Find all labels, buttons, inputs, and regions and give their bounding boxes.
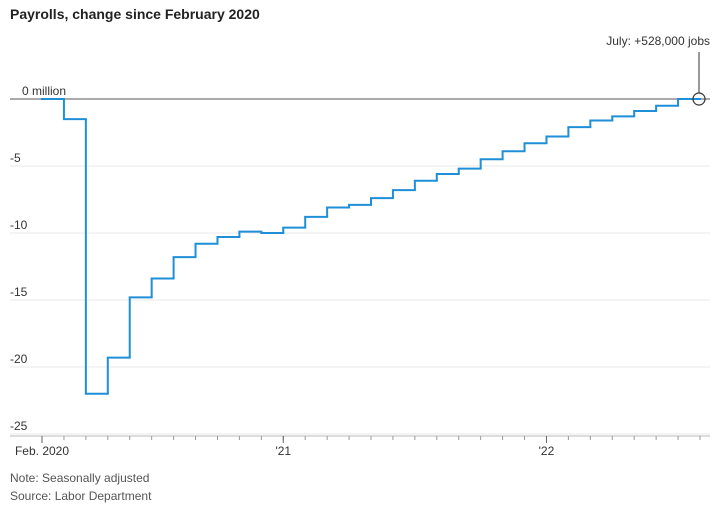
- y-tick-label: -5: [10, 151, 21, 165]
- x-tick-label: '21: [275, 444, 291, 458]
- y-tick-label: -15: [10, 285, 28, 299]
- x-tick-label: '22: [539, 444, 555, 458]
- y-tick-label: 0 million: [22, 84, 66, 98]
- y-tick-label: -10: [10, 218, 28, 232]
- annotation: July: +528,000 jobs: [606, 34, 710, 48]
- y-tick-label: -20: [10, 352, 28, 366]
- y-tick-label: -25: [10, 419, 28, 433]
- chart-source: Source: Labor Department: [10, 489, 152, 503]
- x-tick-label: Feb. 2020: [15, 444, 69, 458]
- chart-note: Note: Seasonally adjusted: [10, 471, 149, 485]
- highlight-marker: [692, 92, 706, 106]
- chart-title: Payrolls, change since February 2020: [10, 6, 260, 22]
